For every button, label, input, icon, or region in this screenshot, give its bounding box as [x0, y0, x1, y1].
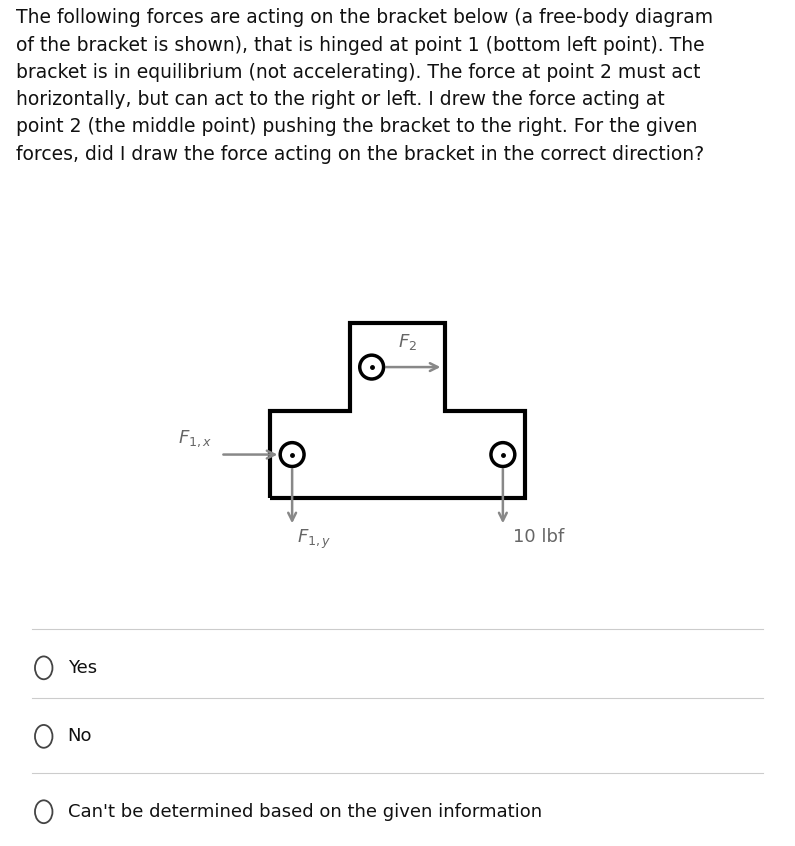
Text: The following forces are acting on the bracket below (a free-body diagram
of the: The following forces are acting on the b… — [16, 8, 713, 164]
Circle shape — [491, 442, 515, 466]
Text: 10 lbf: 10 lbf — [513, 528, 564, 547]
Text: Can't be determined based on the given information: Can't be determined based on the given i… — [68, 803, 541, 821]
Text: No: No — [68, 728, 92, 745]
Text: $\mathit{F}_{1,x}$: $\mathit{F}_{1,x}$ — [178, 428, 212, 448]
Circle shape — [359, 355, 383, 379]
Text: Yes: Yes — [68, 659, 97, 677]
Text: $\mathit{F}_2$: $\mathit{F}_2$ — [398, 332, 417, 352]
Text: $\mathit{F}_{1,y}$: $\mathit{F}_{1,y}$ — [297, 528, 332, 552]
Circle shape — [280, 442, 304, 466]
